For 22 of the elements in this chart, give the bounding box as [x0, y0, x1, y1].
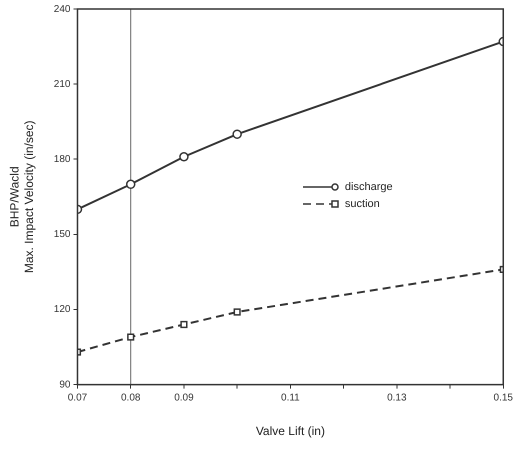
x-tick-label: 0.13: [387, 392, 407, 404]
point: [179, 152, 189, 162]
point: [180, 320, 188, 328]
x-tick-label: 0.08: [120, 392, 141, 404]
point: [234, 308, 241, 316]
point: [232, 129, 242, 139]
legend-label: suction: [344, 198, 380, 210]
x-tick-label: 0.07: [68, 392, 88, 404]
x-axis-title: Valve Lift (in): [256, 424, 325, 438]
point: [127, 333, 134, 341]
y-tick-label: 180: [54, 154, 71, 165]
y-tick-label: 210: [54, 78, 71, 90]
legend-label: discharge: [344, 180, 393, 193]
y-tick-label: 90: [59, 379, 71, 390]
x-tick-label: 0.15: [494, 392, 514, 404]
y-tick-label: 120: [54, 304, 71, 316]
point: [126, 180, 136, 190]
y-tick-label: 240: [54, 4, 71, 15]
x-tick-label: 0.09: [174, 392, 194, 404]
y-tick-label: 150: [54, 229, 71, 240]
x-tick-label: 0.11: [281, 392, 300, 404]
y-axis-title: BHP/Wacld Max. Impact Velocity (in/sec): [8, 120, 36, 274]
